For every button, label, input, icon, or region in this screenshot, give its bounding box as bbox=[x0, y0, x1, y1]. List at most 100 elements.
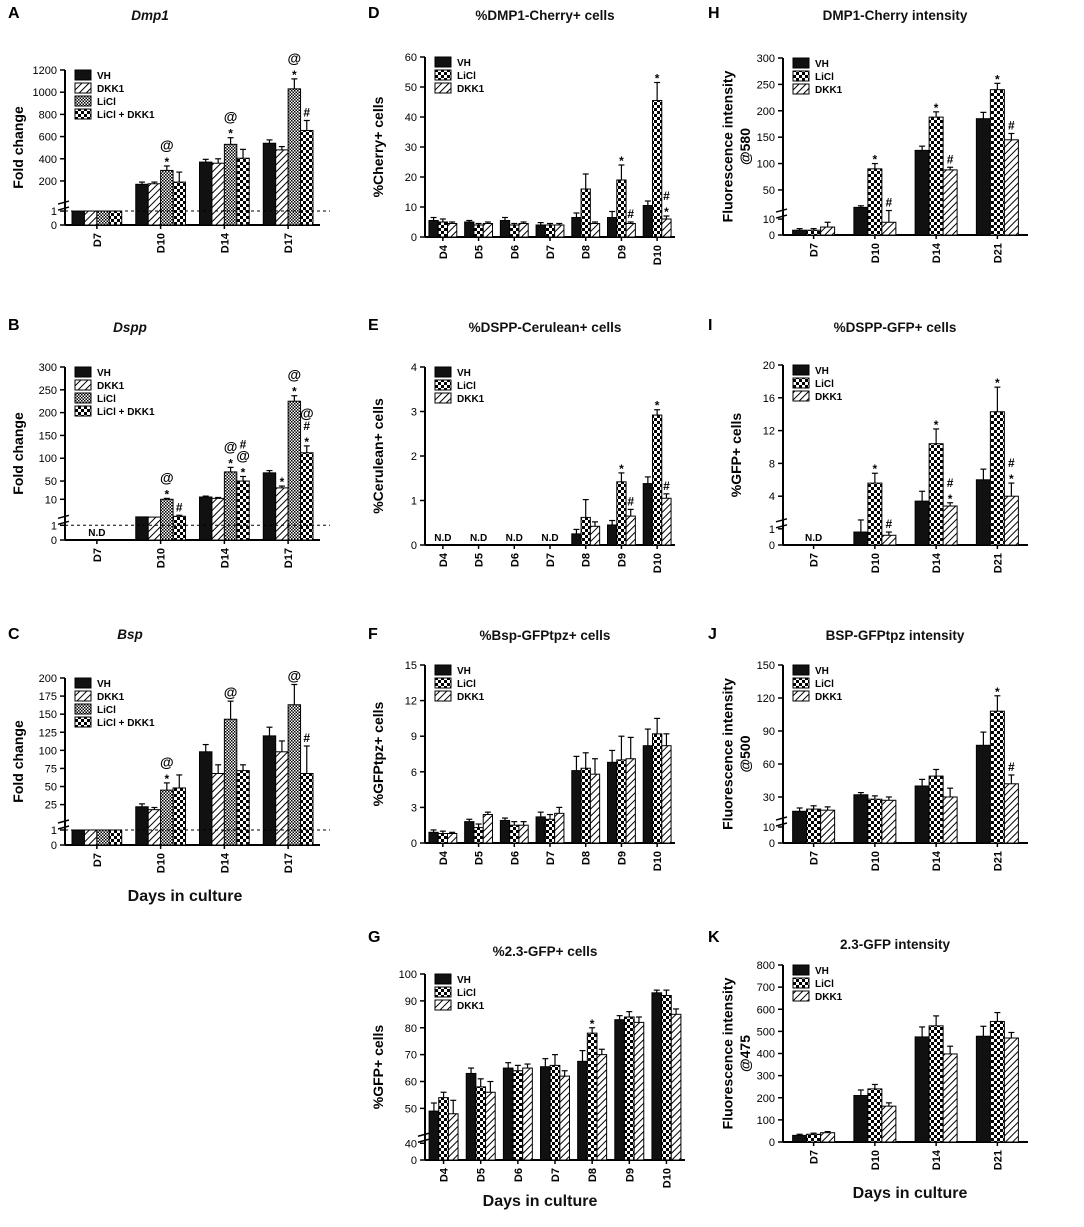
bar-licl bbox=[580, 188, 591, 238]
y-tick-label: 1 bbox=[51, 206, 57, 218]
bar-licl bbox=[623, 1016, 635, 1161]
significance-mark: @ bbox=[160, 754, 174, 770]
bar-licl bbox=[437, 833, 449, 844]
bar-vh bbox=[262, 472, 277, 541]
chart-svg-g: 0 40 50 60 70 80 90 100 %GFP+ cells D4 D5 D6 D7 * D8 D9… bbox=[370, 969, 685, 1188]
panel-label-i: I bbox=[708, 317, 713, 334]
significance-mark: @ bbox=[288, 367, 302, 383]
bar-dkk1 bbox=[1003, 495, 1019, 546]
panel-label-g: G bbox=[368, 929, 381, 946]
y-tick-label: 0 bbox=[769, 230, 775, 242]
significance-mark: * bbox=[228, 456, 233, 470]
y-tick-label: 80 bbox=[405, 1023, 417, 1035]
legend-label: DKK1 bbox=[815, 992, 843, 1003]
bar-vh bbox=[853, 1095, 869, 1143]
legend-swatch bbox=[434, 392, 452, 404]
y-tick-label: 100 bbox=[757, 159, 775, 171]
legend-swatch bbox=[434, 664, 452, 676]
y-axis-label: Fold change bbox=[10, 720, 26, 803]
chart-b: 0 1 10 50 100 150 200 250 300 Fold change D7 * @ # D10… bbox=[0, 340, 345, 590]
y-axis-label-line: @580 bbox=[737, 128, 753, 165]
x-tick-label: D17 bbox=[283, 548, 295, 568]
chart-a: 0 1 200 400 600 800 1000 1200 Fold change D7 * @ D10… bbox=[0, 30, 345, 280]
bar-vh bbox=[135, 806, 149, 846]
x-tick-label: D7 bbox=[545, 851, 557, 865]
legend-label: DKK1 bbox=[97, 692, 125, 703]
x-tick-label: D7 bbox=[809, 1150, 821, 1164]
chart-title-f: %Bsp-GFPtpz+ cells bbox=[479, 628, 611, 643]
significance-mark: # bbox=[947, 152, 954, 166]
bar-dkk1 bbox=[625, 758, 636, 844]
bar-licl bbox=[512, 1070, 524, 1161]
bar-vh bbox=[642, 205, 654, 238]
not-detected-label: N.D bbox=[506, 533, 523, 544]
bar-licl bbox=[616, 759, 627, 844]
legend-swatch bbox=[74, 405, 92, 417]
y-axis-label: %GFP+ cells bbox=[370, 1025, 386, 1110]
bar-licl bbox=[867, 798, 883, 844]
bar-dkk1 bbox=[633, 1021, 645, 1161]
bar-vh bbox=[642, 745, 654, 844]
x-tick-label: D8 bbox=[587, 1168, 599, 1182]
legend-swatch bbox=[434, 379, 452, 391]
bar-licl bbox=[287, 400, 302, 541]
axis-break-mark bbox=[57, 825, 70, 830]
y-tick-label: 100 bbox=[399, 969, 417, 981]
legend-swatch bbox=[74, 716, 92, 728]
significance-mark: * bbox=[590, 1017, 595, 1031]
axis-break-mark bbox=[417, 1132, 430, 1137]
x-tick-label: D21 bbox=[992, 851, 1004, 871]
bar-vh bbox=[853, 531, 869, 546]
x-tick-label: D17 bbox=[283, 853, 295, 873]
y-tick-label: 1 bbox=[769, 524, 775, 536]
significance-mark: # bbox=[303, 731, 310, 745]
y-tick-label: 500 bbox=[757, 1026, 775, 1038]
bar-dkk1 bbox=[147, 516, 162, 541]
y-tick-label: 1200 bbox=[33, 65, 57, 77]
significance-mark: @ bbox=[288, 50, 302, 66]
bar-dkk1 bbox=[596, 1054, 608, 1161]
bar-licl bbox=[475, 1086, 487, 1161]
bar-licl bbox=[616, 481, 627, 546]
significance-mark: # bbox=[1008, 456, 1015, 470]
bar-dkk1 bbox=[447, 223, 458, 238]
bar-licl-dkk1 bbox=[236, 770, 250, 846]
legend-swatch bbox=[792, 390, 810, 402]
axis-break-mark bbox=[57, 206, 70, 211]
significance-mark: * bbox=[995, 376, 1000, 390]
bar-dkk1 bbox=[881, 221, 897, 236]
bar-licl bbox=[580, 516, 591, 546]
y-axis-label-line: Fluorescence intensity bbox=[720, 678, 736, 830]
bar-licl bbox=[867, 168, 883, 236]
bar-vh bbox=[571, 770, 582, 844]
y-tick-label: 175 bbox=[39, 691, 57, 703]
bar-dkk1 bbox=[482, 223, 494, 238]
bar-vh bbox=[465, 1072, 477, 1161]
legend-swatch bbox=[434, 999, 452, 1011]
legend-swatch bbox=[74, 82, 92, 94]
bar-dkk1 bbox=[275, 487, 289, 541]
bar-licl bbox=[928, 443, 944, 546]
chart-h: 0 10 50 100 150 200 250 300 Fluorescence intensi… bbox=[718, 30, 1063, 280]
significance-mark: * bbox=[873, 462, 878, 476]
x-tick-label: D10 bbox=[156, 233, 168, 253]
legend-label: VH bbox=[97, 71, 111, 82]
significance-mark: * bbox=[655, 399, 660, 413]
significance-mark: # bbox=[947, 476, 954, 490]
bar-licl-dkk1 bbox=[108, 210, 123, 226]
significance-mark: # bbox=[627, 494, 634, 508]
y-tick-label: 200 bbox=[757, 106, 775, 118]
x-tick-label: D14 bbox=[219, 232, 231, 253]
y-tick-label: 150 bbox=[39, 709, 57, 721]
y-tick-label: 600 bbox=[39, 132, 57, 144]
bar-vh bbox=[199, 751, 213, 846]
bar-licl bbox=[989, 411, 1005, 546]
significance-mark: * bbox=[619, 154, 624, 168]
panel-label-j: J bbox=[708, 626, 717, 643]
chart-title-a: Dmp1 bbox=[131, 8, 169, 23]
legend-label: VH bbox=[815, 666, 829, 677]
not-detected-label: N.D bbox=[434, 533, 451, 544]
bar-licl bbox=[928, 1025, 944, 1143]
bar-vh bbox=[607, 524, 618, 546]
